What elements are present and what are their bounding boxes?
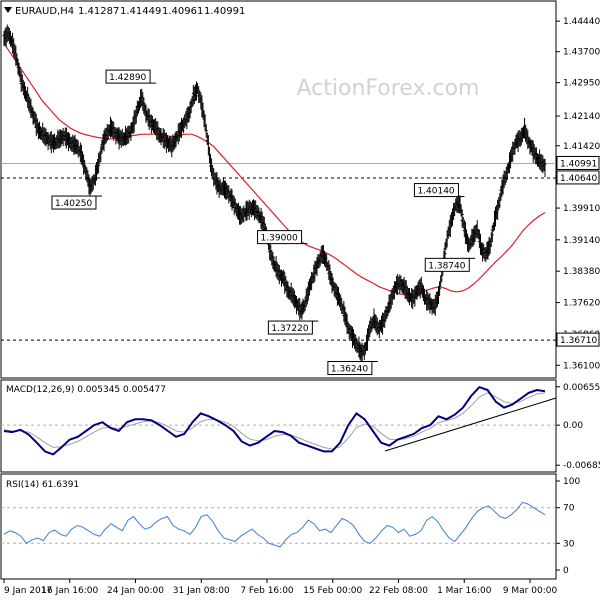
header-line: EURAUD,H4 1.41287 1.41449 1.40961 1.4099… — [4, 6, 245, 17]
rsi-axis: 100 70 30 0 — [556, 477, 580, 576]
annotation-label: 1.42890 — [109, 73, 146, 83]
macd-axis: 0.006557 0.00 -0.006857 — [556, 383, 600, 471]
low-value: 1.40961 — [162, 6, 203, 17]
macd-signal-line — [3, 392, 546, 450]
price-bar — [97, 152, 101, 174]
current-price-box — [556, 155, 600, 170]
annotation-box — [105, 69, 151, 84]
moving-average-line — [3, 43, 546, 296]
price-tick-label: 1.42140 — [563, 112, 600, 122]
current-price-label: 1.40991 — [560, 159, 597, 169]
annotation-label: 1.39000 — [261, 234, 298, 244]
macd-label: MACD(12,26,9) 0.005345 0.005477 — [6, 385, 166, 395]
annotation-label: 1.37220 — [271, 324, 308, 334]
annotation-box — [327, 360, 373, 375]
macd-tick-label: 0.006557 — [563, 383, 600, 393]
price-bar — [204, 124, 208, 138]
rsi-tick-label: 70 — [563, 504, 575, 514]
symbol-timeframe: EURAUD,H4 — [15, 6, 74, 17]
level-price-box — [556, 332, 600, 347]
current-price-line: 1.40991 — [1, 155, 600, 170]
watermark: ActionForex.com — [297, 76, 480, 101]
price-bar — [460, 209, 464, 228]
price-bars — [2, 24, 547, 362]
time-tick-label: 16 Jan 16:00 — [41, 586, 98, 596]
level-price-label: 1.40640 — [560, 174, 597, 184]
time-tick-label: 15 Feb 00:00 — [303, 586, 362, 596]
price-bar — [212, 168, 216, 187]
price-bar — [438, 281, 442, 296]
price-bar — [543, 158, 547, 178]
price-tick-label: 1.41420 — [563, 142, 600, 152]
annotation-label: 1.40140 — [417, 187, 454, 197]
rsi-tick-label: 100 — [563, 477, 580, 487]
open-value: 1.41287 — [78, 6, 119, 17]
level-price-box — [556, 170, 600, 185]
rsi-label: RSI(14) 61.6391 — [6, 480, 79, 490]
rsi-level-lines — [1, 507, 556, 544]
rsi-panel: 100 70 30 0 RSI(14) 61.6391 — [0, 473, 580, 580]
annotation-box — [424, 257, 470, 272]
time-tick-label: 1 Mar 16:00 — [437, 586, 492, 596]
annotation-box — [413, 183, 459, 198]
rsi-line — [3, 501, 546, 548]
high-value: 1.41449 — [120, 6, 161, 17]
price-tick-label: 1.43700 — [563, 48, 600, 58]
annotation-label: 1.36240 — [331, 364, 368, 374]
rsi-tick-label: 30 — [563, 539, 575, 549]
price-bar — [132, 110, 136, 133]
annotation-box — [51, 195, 97, 210]
annotation-label: 1.38740 — [428, 261, 465, 271]
price-tick-label: 1.42950 — [563, 79, 600, 89]
macd-tick-label: 0.00 — [563, 421, 583, 431]
time-tick-label: 9 Mar 00:00 — [503, 586, 558, 596]
time-tick-label: 31 Jan 08:00 — [173, 586, 230, 596]
price-tick-label: 1.38380 — [563, 267, 600, 277]
rsi-tick-label: 0 — [563, 566, 569, 576]
macd-line — [3, 385, 546, 456]
price-panel: ActionForex.com 1.44440 1.43700 1.42950 1.4… — [0, 0, 600, 379]
macd-trendline — [384, 397, 557, 452]
time-tick-label: 24 Jan 00:00 — [107, 586, 164, 596]
close-value: 1.40991 — [204, 6, 245, 17]
support-resistance-lines: 1.40640 1.36710 — [1, 170, 600, 347]
price-bar — [490, 225, 494, 243]
price-tick-label: 1.44440 — [563, 17, 600, 27]
time-tick-label: 22 Feb 08:00 — [369, 586, 428, 596]
macd-tick-label: -0.006857 — [563, 461, 600, 471]
macd-panel: 0.006557 0.00 -0.006857 MACD(12,26,9) 0.00… — [0, 379, 600, 473]
rsi-panel-frame — [0, 473, 557, 580]
time-tick-label: 7 Feb 16:00 — [240, 586, 294, 596]
time-tick-label: 9 Jan 2017 — [4, 586, 52, 596]
collapse-triangle-icon[interactable] — [4, 7, 12, 13]
price-tick-label: 1.36100 — [563, 361, 600, 371]
annotation-box — [267, 320, 313, 335]
price-tick-label: 1.39140 — [563, 236, 600, 246]
price-tick-label: 1.39910 — [563, 204, 600, 214]
annotation-label: 1.40250 — [55, 199, 92, 209]
annotation-box — [257, 230, 303, 245]
price-tick-label: 1.37620 — [563, 299, 600, 309]
level-price-label: 1.36710 — [560, 336, 597, 346]
price-bar — [505, 163, 509, 180]
price-annotations: 1.42890 1.40250 1.39000 1.37220 1.36240 1.401… — [51, 69, 476, 375]
